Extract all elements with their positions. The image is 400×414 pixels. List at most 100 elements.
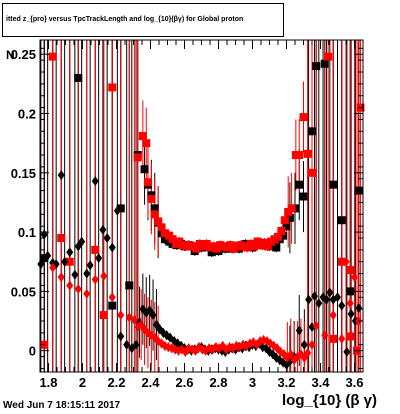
- error-bars-layer: [40, 40, 361, 372]
- data-point-diamond: [321, 330, 329, 341]
- data-point-diamond: [71, 269, 79, 280]
- data-point-diamond: [343, 346, 351, 357]
- y-tick-label: 0.1: [18, 225, 36, 240]
- data-point-diamond: [100, 270, 108, 281]
- data-point-square: [287, 204, 296, 213]
- x-tick-label: 2.8: [209, 375, 227, 390]
- chart-title: itted z_{pro} versus TpcTrackLength and …: [6, 16, 244, 23]
- data-point-diamond: [287, 349, 295, 360]
- data-point-diamond: [149, 310, 157, 321]
- data-point-square: [295, 151, 304, 160]
- y-axis-label: N: [6, 48, 15, 62]
- data-point-square: [138, 132, 147, 141]
- data-point-diamond: [117, 310, 125, 321]
- data-point-square: [91, 245, 100, 254]
- data-point-diamond: [123, 339, 131, 350]
- y-tick-label: 0.15: [11, 166, 36, 181]
- data-point-diamond: [326, 287, 334, 298]
- data-point-square: [329, 180, 338, 189]
- data-point-square: [108, 83, 117, 92]
- data-point-diamond: [117, 331, 125, 342]
- data-point-square: [337, 216, 346, 225]
- data-point-square: [40, 254, 49, 263]
- data-point-square: [48, 52, 57, 61]
- data-point-diamond: [91, 176, 99, 187]
- chart-title-box: itted z_{pro} versus TpcTrackLength and …: [2, 3, 284, 37]
- x-tick-label: 3.6: [345, 375, 363, 390]
- data-point-square: [192, 244, 201, 253]
- data-point-square: [150, 210, 159, 219]
- data-point-square: [308, 127, 316, 136]
- y-tick-label: 0.2: [18, 107, 36, 122]
- x-tick-label: 3: [249, 375, 256, 390]
- data-point-diamond: [130, 314, 138, 325]
- y-tick-label: 0.25: [11, 47, 36, 62]
- data-point-diamond: [312, 320, 320, 331]
- data-point-square: [272, 243, 281, 252]
- data-point-square: [116, 204, 125, 213]
- data-point-square: [320, 59, 329, 68]
- data-point-square: [346, 332, 355, 341]
- data-point-diamond: [78, 236, 86, 247]
- data-point-diamond: [83, 268, 91, 279]
- data-point-square: [299, 113, 308, 122]
- data-point-diamond: [351, 272, 358, 283]
- x-tick-label: 3.4: [311, 375, 330, 390]
- data-point-square: [263, 242, 272, 251]
- data-point-diamond: [103, 233, 111, 244]
- axes-layer: 1.8 2 2.2 2.4 2.6 2.8 3 3.2 3.4 3.6 0 0.05 0.1 0.15 0.…: [11, 39, 364, 390]
- x-tick-label: 2.2: [107, 375, 125, 390]
- data-point-diamond: [305, 294, 313, 305]
- data-point-square: [329, 334, 338, 343]
- data-point-diamond: [61, 256, 69, 267]
- data-point-square: [274, 232, 282, 241]
- data-point-square: [65, 257, 74, 266]
- x-tick-label: 2.6: [175, 375, 193, 390]
- data-point-square: [295, 180, 304, 189]
- x-tick-label: 3.2: [277, 375, 295, 390]
- data-point-diamond: [99, 224, 107, 235]
- data-point-diamond: [315, 298, 323, 309]
- data-point-diamond: [49, 262, 57, 273]
- data-point-diamond: [346, 298, 354, 309]
- markers-layer: [37, 52, 365, 370]
- data-point-diamond: [334, 292, 341, 303]
- data-point-diamond: [66, 280, 74, 291]
- data-point-diamond: [95, 253, 103, 264]
- data-point-square: [147, 194, 156, 203]
- data-point-square: [99, 311, 108, 320]
- data-point-diamond: [83, 288, 91, 299]
- data-point-square: [133, 153, 142, 162]
- data-point-square: [285, 213, 294, 222]
- data-point-square: [308, 168, 316, 177]
- data-point-square: [346, 287, 355, 296]
- data-point-diamond: [304, 348, 312, 359]
- data-point-diamond: [311, 291, 319, 302]
- data-point-square: [346, 266, 355, 275]
- data-point-square: [160, 235, 169, 244]
- data-point-square: [57, 234, 66, 243]
- data-point-square: [150, 204, 159, 213]
- data-point-diamond: [108, 292, 116, 303]
- data-point-diamond: [338, 333, 346, 344]
- data-point-square: [142, 139, 151, 148]
- data-point-square: [250, 242, 259, 251]
- data-point-diamond: [300, 339, 308, 350]
- data-point-diamond: [132, 339, 140, 350]
- x-tick-label: 1.8: [39, 375, 57, 390]
- data-point-square: [157, 223, 166, 232]
- data-point-diamond: [342, 256, 350, 267]
- data-point-diamond: [108, 242, 116, 253]
- data-point-square: [108, 301, 117, 310]
- data-point-square: [279, 231, 288, 240]
- data-point-diamond: [347, 308, 355, 319]
- y-tick-label: 0.05: [11, 284, 36, 299]
- data-point-diamond: [338, 300, 346, 311]
- data-point-square: [168, 235, 177, 244]
- data-point-square: [282, 222, 291, 231]
- data-point-square: [312, 62, 321, 71]
- data-point-square: [303, 149, 312, 158]
- data-point-diamond: [295, 325, 303, 336]
- data-point-square: [125, 281, 134, 290]
